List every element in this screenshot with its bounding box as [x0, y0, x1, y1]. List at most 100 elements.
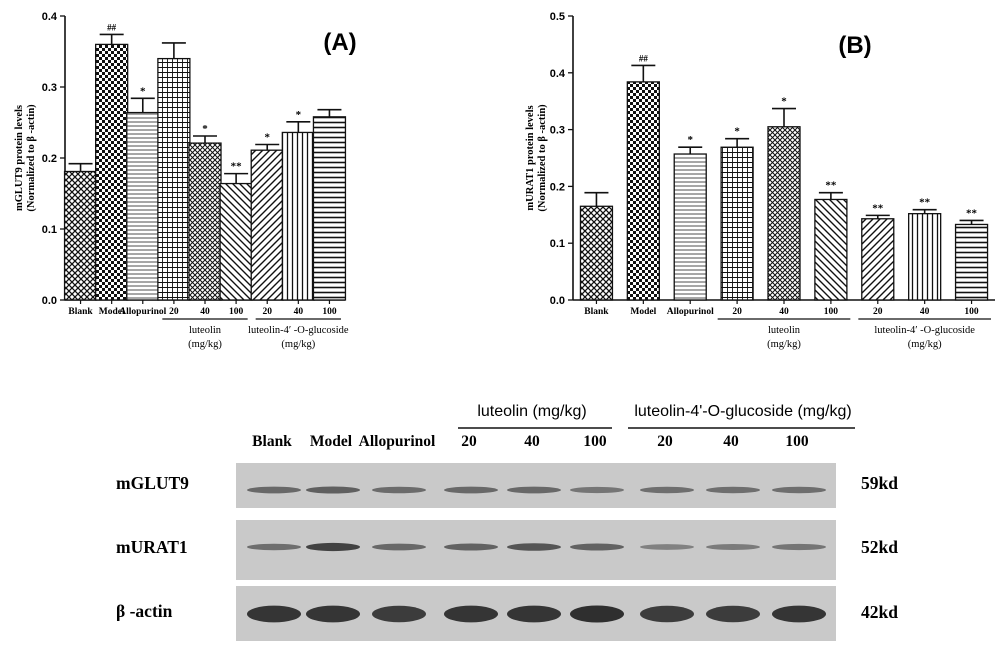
- bar: [908, 213, 942, 301]
- blot-lane-label: 40: [723, 433, 739, 450]
- x-tick-label: Allopurinol: [667, 307, 714, 317]
- blot-band: [444, 543, 498, 551]
- blot-row-label: mGLUT9: [116, 473, 189, 493]
- blot-group-header: luteolin (mg/kg): [477, 403, 586, 420]
- y-tick-label: 0.1: [42, 224, 57, 236]
- panel-label: (A): [323, 29, 356, 56]
- y-axis-label: mGLUT9 protein levels (Normalized to β -a…: [14, 104, 37, 212]
- group-label: luteolin-4′ -O-glucoside: [874, 325, 975, 336]
- y-tick-label: 0.2: [42, 153, 57, 165]
- bar: [626, 81, 660, 301]
- x-tick-label: 40: [294, 307, 304, 317]
- blot-lane-label: Model: [310, 433, 353, 450]
- bar: [312, 116, 347, 301]
- x-tick-label: Model: [630, 307, 656, 317]
- x-tick-label: 40: [920, 307, 930, 317]
- blot-band: [306, 486, 360, 494]
- y-tick-label: 0.4: [42, 11, 58, 23]
- x-tick-label: Allopurinol: [119, 307, 166, 317]
- group-unit: (mg/kg): [188, 339, 222, 350]
- y-tick-label: 0.3: [42, 82, 57, 94]
- significance-label: **: [872, 202, 884, 214]
- blot-lane-label: 40: [524, 433, 540, 450]
- blot-size-label: 52kd: [861, 537, 898, 557]
- bar: [219, 182, 253, 301]
- blot-membrane: [236, 463, 836, 508]
- x-tick-label: 100: [964, 307, 979, 317]
- y-tick-label: 0.4: [550, 68, 566, 80]
- x-tick-label: 20: [169, 307, 179, 317]
- blot-band: [640, 486, 694, 494]
- significance-label: **: [231, 161, 243, 173]
- blot-band: [772, 605, 826, 623]
- blot-band: [570, 543, 624, 551]
- y-axis-subtitle: (Normalized to β -actin): [26, 104, 37, 212]
- significance-label: **: [825, 180, 837, 192]
- blot-band: [640, 605, 694, 623]
- bar: [814, 198, 848, 301]
- blot-lane-label: Allopurinol: [359, 433, 436, 450]
- y-axis-subtitle: (Normalized to β -actin): [537, 104, 548, 212]
- x-tick-label: Blank: [68, 307, 93, 317]
- bar: [579, 205, 614, 301]
- blot-lane-label: 20: [461, 433, 477, 450]
- x-tick-label: 20: [262, 307, 272, 317]
- chart-panel-a: 0.0 0.1 0.2 0.3 0.4 mGLUT9 protein levels (Nor…: [14, 11, 357, 350]
- blot-band: [247, 605, 301, 623]
- bar: [157, 57, 191, 301]
- blot-band: [772, 543, 826, 551]
- significance-label: *: [140, 85, 146, 97]
- significance-label: *: [734, 126, 740, 138]
- blot-row-label: β -actin: [116, 601, 173, 621]
- y-tick-label: 0.3: [550, 125, 565, 137]
- blot-row-label: mURAT1: [116, 537, 188, 557]
- blot-band: [507, 605, 561, 623]
- significance-label: *: [296, 109, 302, 121]
- significance-label: **: [966, 207, 978, 219]
- blot-band: [372, 486, 426, 494]
- significance-label: ##: [639, 53, 649, 63]
- blot-size-label: 59kd: [861, 473, 898, 493]
- x-tick-label: 100: [322, 307, 337, 317]
- significance-label: *: [202, 123, 208, 135]
- bar: [188, 142, 222, 301]
- y-tick-label: 0.0: [42, 295, 57, 307]
- blot-band: [372, 543, 426, 551]
- blot-group-header: luteolin-4'-O-glucoside (mg/kg): [634, 403, 851, 420]
- significance-label: *: [264, 132, 270, 144]
- blot-band: [247, 543, 301, 551]
- group-unit: (mg/kg): [767, 339, 801, 350]
- significance-label: ##: [107, 22, 117, 32]
- x-tick-label: 40: [200, 307, 210, 317]
- y-tick-label: 0.0: [550, 295, 565, 307]
- blot-lane-label: Blank: [252, 433, 292, 450]
- bar: [673, 153, 707, 301]
- bar: [95, 43, 129, 301]
- x-tick-label: 40: [779, 307, 789, 317]
- blot-band: [706, 544, 760, 550]
- x-tick-label: 20: [732, 307, 742, 317]
- x-tick-label: 100: [229, 307, 244, 317]
- blot-band: [247, 486, 301, 494]
- bar: [720, 146, 754, 301]
- group-unit: (mg/kg): [281, 339, 315, 350]
- blot-band: [306, 542, 360, 552]
- blot-band: [507, 543, 561, 551]
- blot-band: [570, 605, 624, 623]
- blot-band: [444, 486, 498, 494]
- blot-band: [570, 486, 624, 494]
- blot-size-label: 42kd: [861, 602, 898, 622]
- blot-band: [706, 605, 760, 623]
- blot-band: [640, 544, 694, 550]
- y-tick-label: 0.2: [550, 181, 565, 193]
- y-tick-label: 0.1: [550, 238, 565, 250]
- blot-lane-label: 20: [657, 433, 673, 450]
- blot-band: [706, 486, 760, 494]
- x-tick-label: 100: [824, 307, 839, 317]
- x-tick-label: 20: [873, 307, 883, 317]
- bar: [63, 170, 98, 301]
- bar: [250, 149, 284, 301]
